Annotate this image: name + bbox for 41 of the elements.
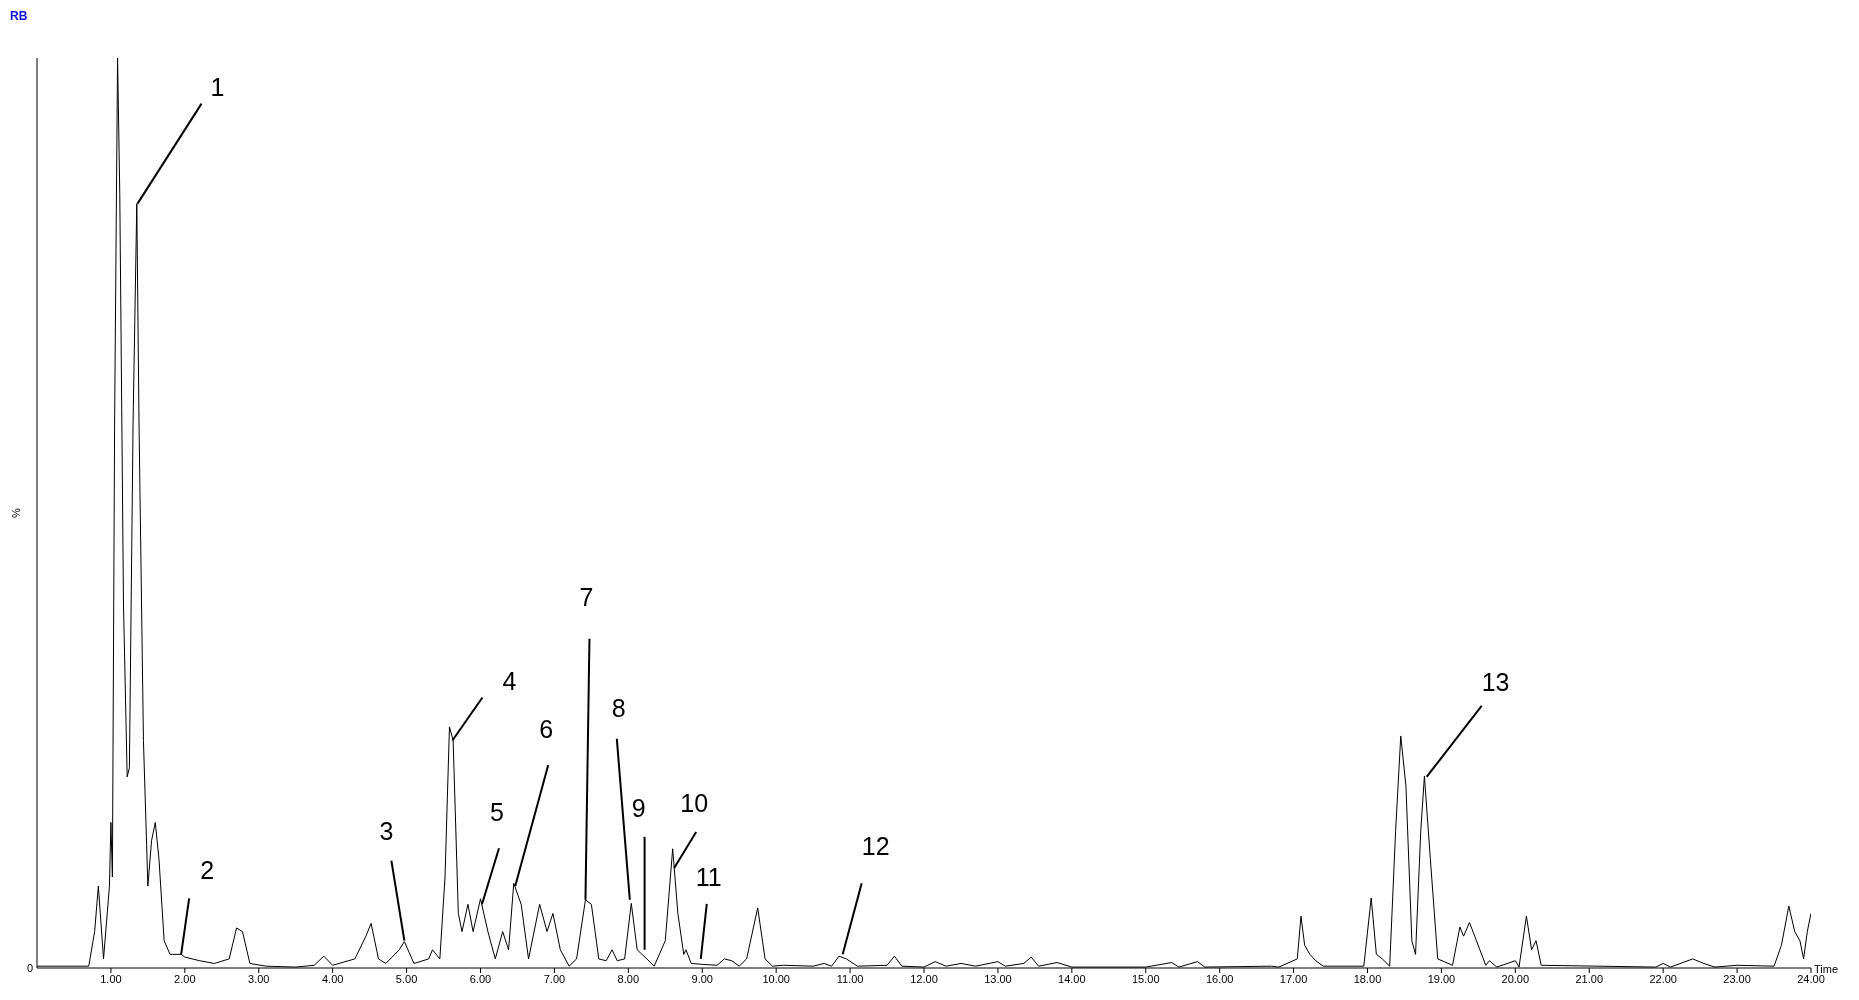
x-tick-label: 19.00 xyxy=(1427,972,1456,985)
x-tick-label: 9.00 xyxy=(691,972,713,985)
x-tick-label: 22.00 xyxy=(1649,972,1677,985)
annotation: 8 xyxy=(611,694,626,723)
x-tick-label: 6.00 xyxy=(469,972,492,985)
x-tick-label: 10.00 xyxy=(762,972,790,985)
annotation: 9 xyxy=(631,794,646,823)
x-axis-title: Time xyxy=(1814,963,1839,975)
x-tick-label: 16.00 xyxy=(1205,972,1234,985)
annotation: 1 xyxy=(210,73,225,102)
x-tick-label: 18.00 xyxy=(1353,972,1382,985)
x-tick-label: 24.00 xyxy=(1797,972,1825,985)
x-tick-label: 21.00 xyxy=(1575,972,1604,985)
x-tick-label: 7.00 xyxy=(543,972,566,985)
annotation: 7 xyxy=(579,583,594,612)
annotation: 4 xyxy=(502,667,517,696)
annotation: 13 xyxy=(1481,667,1510,696)
x-tick-label: 13.00 xyxy=(984,972,1012,985)
annotation: 5 xyxy=(490,797,504,826)
annotation: 6 xyxy=(539,714,554,743)
y-axis-title: % xyxy=(10,507,22,518)
annotation: 10 xyxy=(680,788,709,817)
annotation: 2 xyxy=(200,855,215,884)
x-tick-label: 17.00 xyxy=(1279,972,1308,985)
x-tick-label: 3.00 xyxy=(248,972,270,985)
text: RB xyxy=(10,9,28,23)
annotation: 11 xyxy=(695,862,722,891)
x-tick-label: 1.00 xyxy=(100,972,122,985)
x-tick-label: 20.00 xyxy=(1501,972,1530,985)
x-tick-label: 4.00 xyxy=(321,972,344,985)
annotation: 12 xyxy=(861,831,890,860)
x-tick-label: 14.00 xyxy=(1058,972,1086,985)
x-tick-label: 12.00 xyxy=(910,972,938,985)
x-tick-label: 23.00 xyxy=(1723,972,1751,985)
x-tick-label: 11.00 xyxy=(836,972,864,985)
x-tick-label: 5.00 xyxy=(395,972,418,985)
annotation: 3 xyxy=(379,817,394,846)
x-tick-label: 8.00 xyxy=(617,972,640,985)
text: 0 xyxy=(26,962,33,974)
x-tick-label: 2.00 xyxy=(174,972,196,985)
x-tick-label: 15.00 xyxy=(1131,972,1160,985)
